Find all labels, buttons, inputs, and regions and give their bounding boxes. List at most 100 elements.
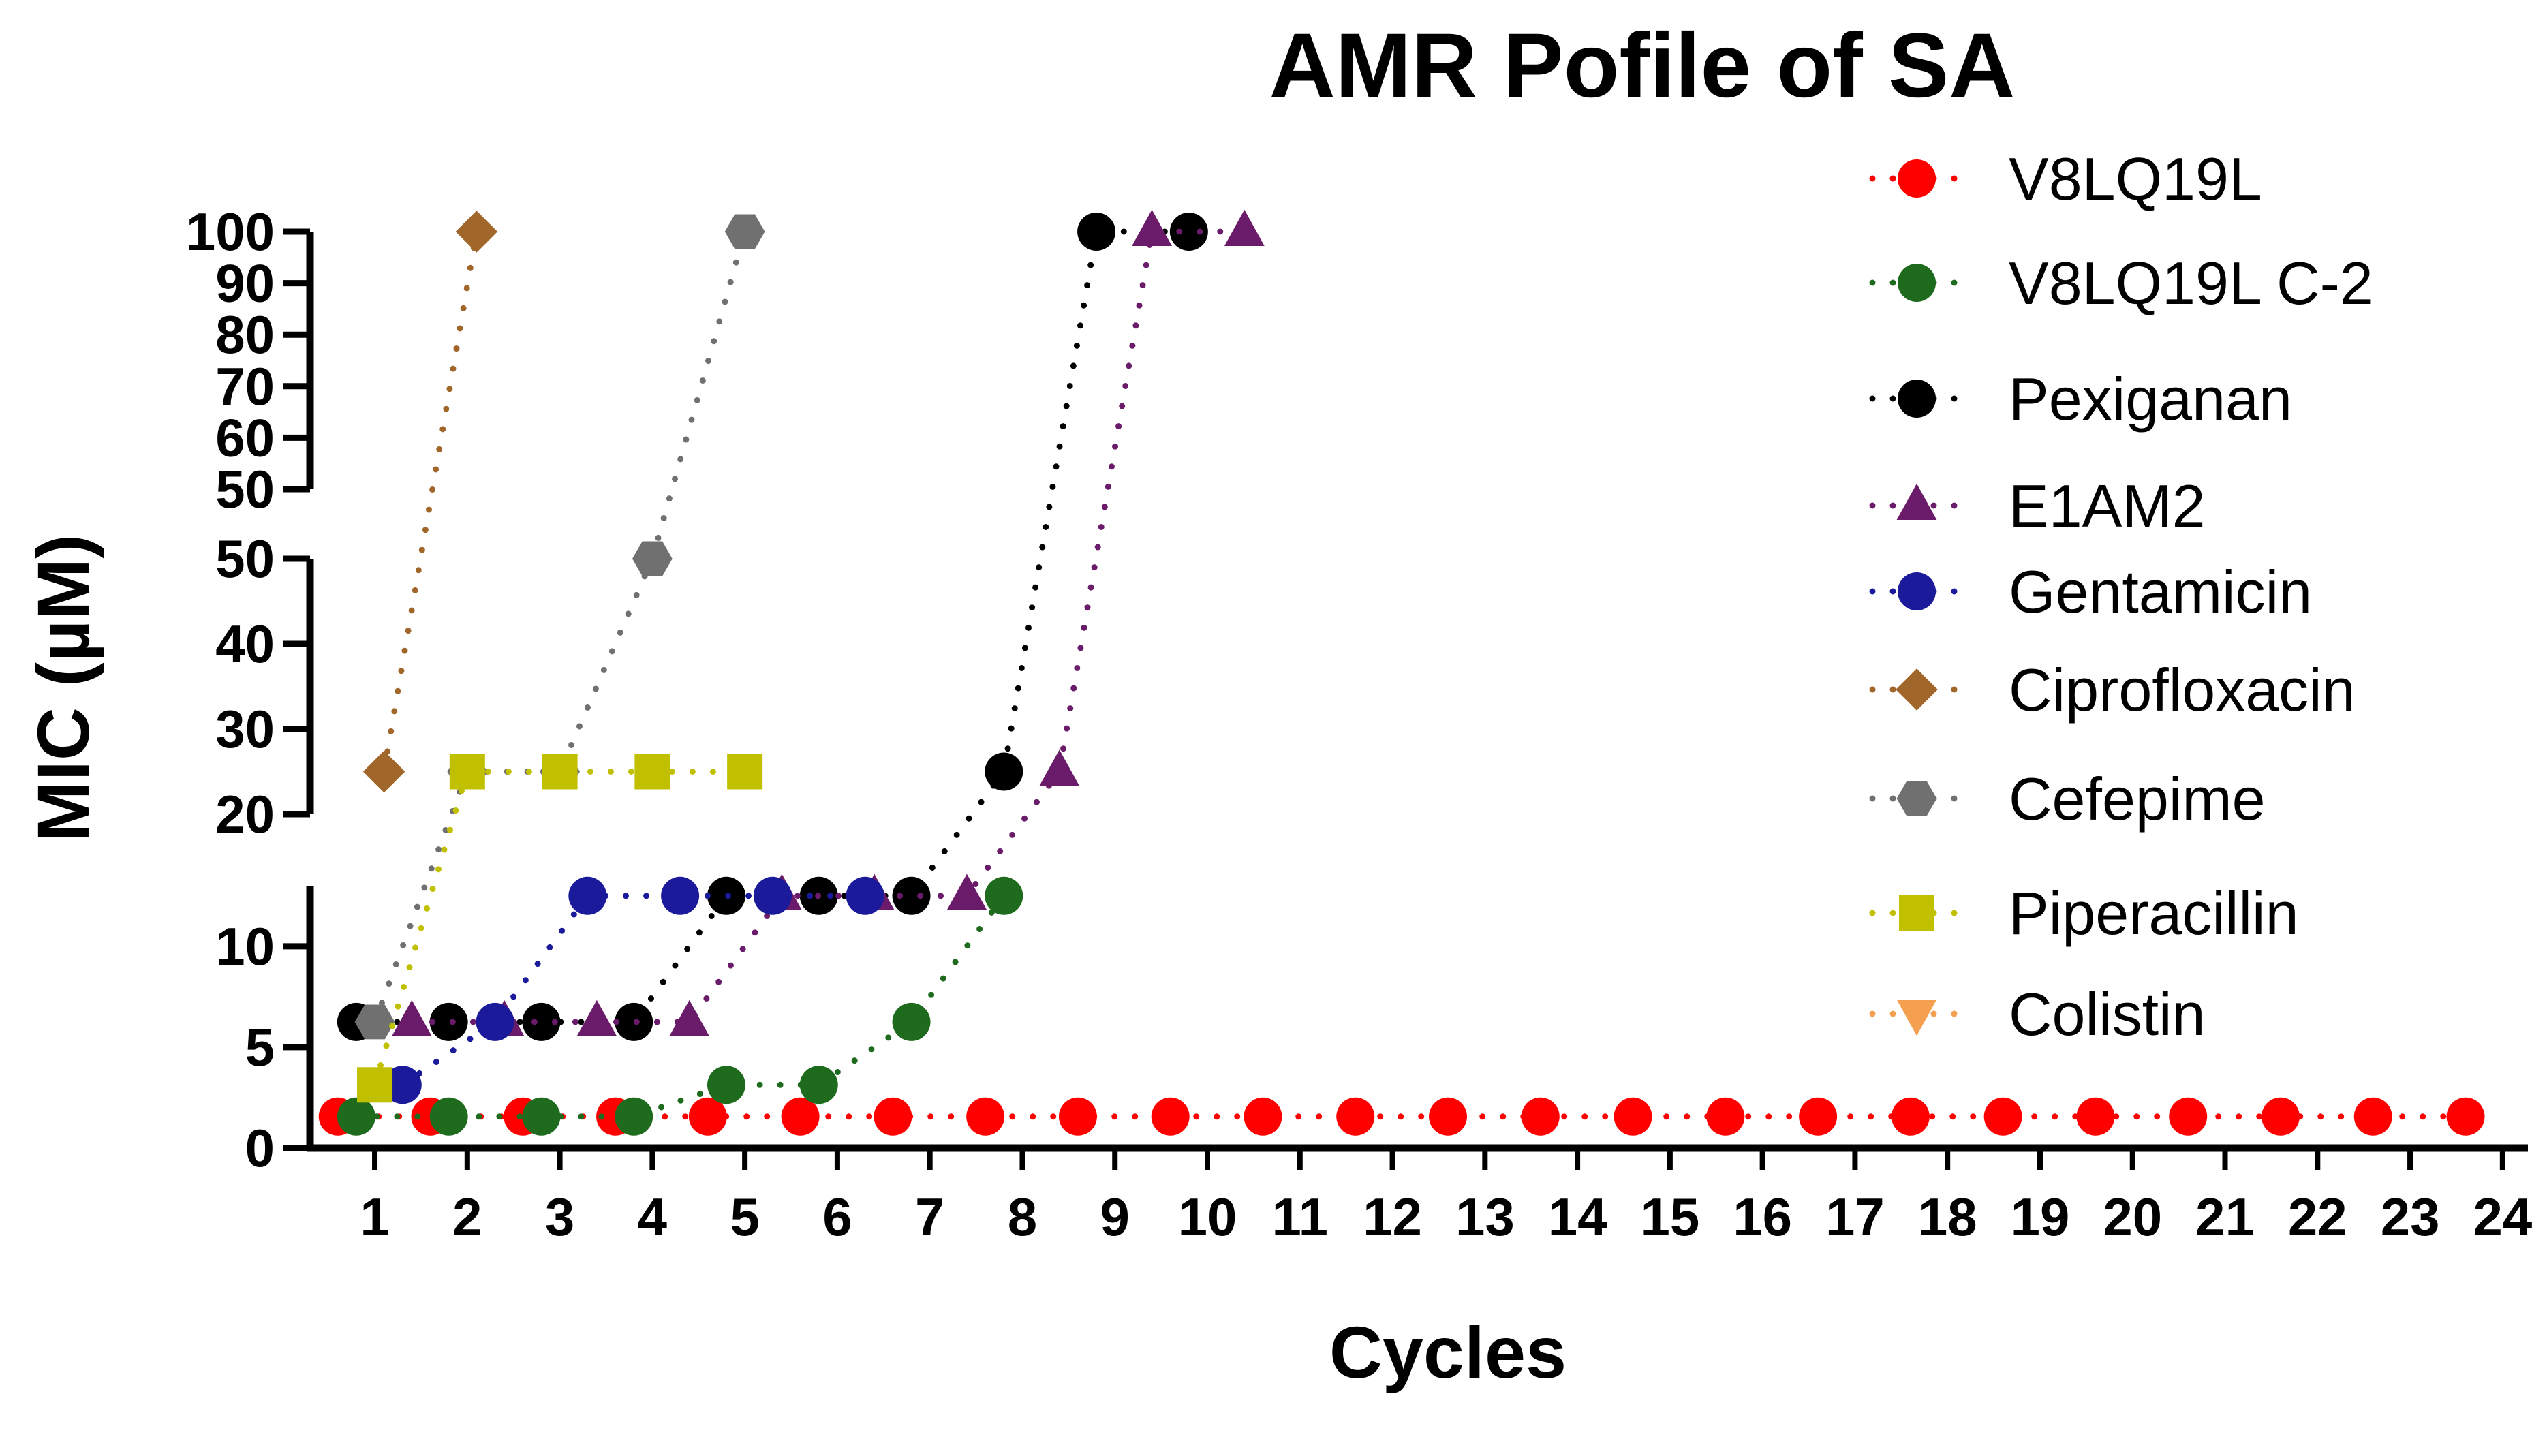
data-point <box>357 1067 393 1103</box>
legend-marker <box>1898 380 1936 418</box>
data-point <box>1039 749 1080 786</box>
data-point <box>1224 209 1265 246</box>
x-tick-label: 3 <box>545 1187 574 1247</box>
data-point <box>966 1097 1005 1136</box>
legend-label: Piperacillin <box>2009 880 2299 947</box>
y-tick-label: 20 <box>215 784 275 844</box>
data-point <box>1077 213 1116 251</box>
data-point <box>2261 1097 2300 1136</box>
y-tick-label: 100 <box>186 202 275 262</box>
legend-marker <box>1898 159 1936 198</box>
legend-item: V8LQ19L C-2 <box>1869 249 2373 317</box>
data-point <box>354 1004 395 1040</box>
x-tick-label: 13 <box>1455 1187 1515 1247</box>
y-tick-label: 0 <box>245 1118 275 1178</box>
x-tick-label: 6 <box>822 1187 852 1247</box>
x-tick-label: 11 <box>1272 1187 1328 1247</box>
data-point <box>1521 1097 1560 1136</box>
data-point <box>615 1097 653 1136</box>
y-tick-label: 10 <box>215 916 275 976</box>
data-point <box>576 1000 617 1036</box>
y-tick-label: 50 <box>215 459 275 519</box>
x-tick-label: 9 <box>1100 1187 1130 1247</box>
y-tick-label: 50 <box>215 529 275 589</box>
legend: V8LQ19L V8LQ19L C-2 Pexiganan E1AM2 Gentamic… <box>1869 145 2373 1048</box>
data-point <box>688 1097 727 1136</box>
data-point <box>429 1002 468 1041</box>
legend-item: Colistin <box>1869 980 2206 1048</box>
y-tick-label: 80 <box>215 305 275 365</box>
y-tick-label: 90 <box>215 253 275 313</box>
legend-marker <box>1896 781 1937 816</box>
data-point <box>985 752 1023 791</box>
legend-label: Colistin <box>2009 980 2206 1048</box>
legend-label: Gentamicin <box>2009 558 2312 625</box>
data-point <box>724 214 765 249</box>
legend-item: Gentamicin <box>1869 558 2312 625</box>
legend-marker <box>1896 668 1938 711</box>
data-point <box>429 1097 468 1136</box>
legend-label: Cefepime <box>2009 765 2266 833</box>
legend-item: V8LQ19L <box>1869 145 2262 213</box>
data-point <box>727 754 763 790</box>
x-tick-label: 16 <box>1733 1187 1792 1247</box>
data-point <box>455 211 498 253</box>
x-tick-label: 14 <box>1548 1187 1607 1247</box>
legend-label: Ciprofloxacin <box>2009 656 2356 724</box>
series-6 <box>354 214 765 1040</box>
legend-item: Cefepime <box>1869 765 2266 833</box>
data-point <box>846 876 884 915</box>
data-point <box>2353 1097 2392 1136</box>
y-axis-label: MIC (µM) <box>22 534 104 842</box>
series-1 <box>337 876 1023 1136</box>
series-line <box>371 769 748 1088</box>
legend-item: Pexiganan <box>1869 365 2292 433</box>
legend-marker <box>1896 483 1937 520</box>
y-tick-label: 40 <box>215 614 275 674</box>
y-tick-label: 30 <box>215 699 275 759</box>
data-point <box>542 754 578 790</box>
data-point <box>476 1002 514 1041</box>
data-point <box>781 1097 820 1136</box>
x-tick-label: 20 <box>2103 1187 2162 1247</box>
x-tick-label: 23 <box>2381 1187 2440 1247</box>
data-point <box>1983 1097 2022 1136</box>
data-point <box>2076 1097 2115 1136</box>
x-tick-label: 10 <box>1178 1187 1237 1247</box>
series-7 <box>357 754 763 1103</box>
data-point <box>391 1000 432 1036</box>
data-point <box>2169 1097 2208 1136</box>
x-tick-label: 4 <box>638 1187 667 1247</box>
series-line <box>399 893 869 1088</box>
series-line <box>381 228 480 775</box>
data-point <box>946 873 987 910</box>
x-tick-label: 8 <box>1008 1187 1037 1247</box>
data-point <box>522 1002 561 1041</box>
data-point <box>1151 1097 1190 1136</box>
legend-item: Ciprofloxacin <box>1869 656 2356 724</box>
legend-marker <box>1898 572 1936 610</box>
y-tick-label: 60 <box>215 407 275 467</box>
x-tick-label: 15 <box>1640 1187 1699 1247</box>
data-point <box>799 1066 838 1104</box>
x-tick-label: 1 <box>360 1187 389 1247</box>
series-line <box>353 893 1007 1120</box>
data-point <box>449 754 485 790</box>
data-point <box>1614 1097 1652 1136</box>
data-point <box>1169 213 1208 251</box>
data-point <box>1058 1097 1097 1136</box>
y-tick-label: 5 <box>245 1017 275 1077</box>
data-point <box>874 1097 912 1136</box>
legend-label: Pexiganan <box>2009 365 2292 433</box>
data-point <box>522 1097 561 1136</box>
legend-label: V8LQ19L <box>2009 145 2262 213</box>
x-tick-label: 12 <box>1363 1187 1422 1247</box>
data-point <box>2446 1097 2485 1136</box>
x-tick-label: 19 <box>2011 1187 2070 1247</box>
legend-marker <box>1899 895 1934 931</box>
data-point <box>1244 1097 1282 1136</box>
data-point <box>892 1002 931 1041</box>
y-tick-label: 70 <box>215 356 275 416</box>
data-point <box>632 541 673 576</box>
